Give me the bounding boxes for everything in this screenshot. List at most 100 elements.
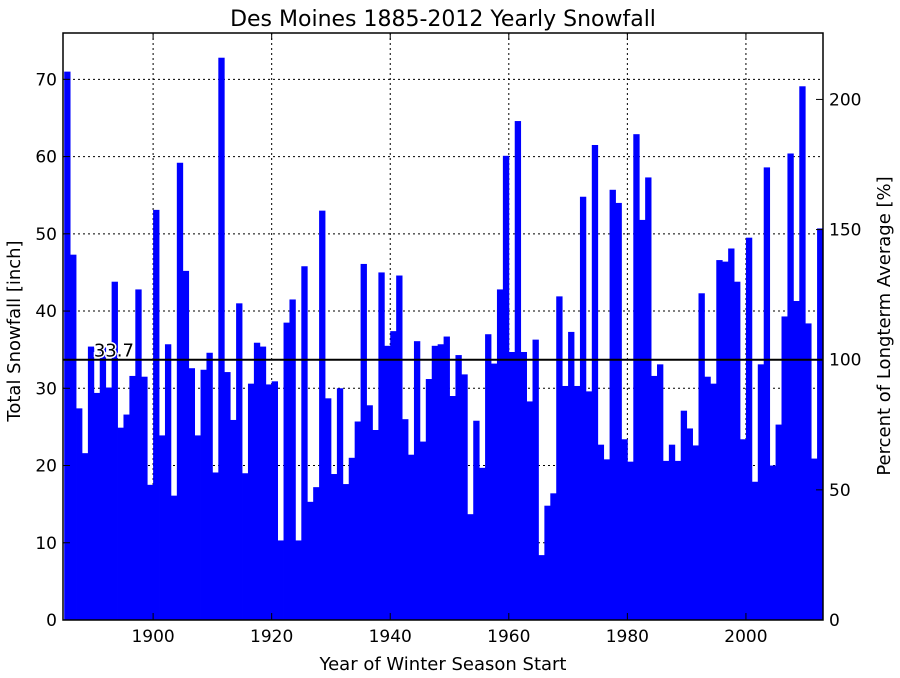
bar — [342, 484, 350, 620]
bar — [639, 219, 646, 621]
bar — [212, 472, 219, 620]
bar — [449, 396, 456, 620]
bar — [265, 384, 273, 620]
bar — [520, 351, 527, 620]
bar — [502, 155, 510, 620]
bar — [419, 441, 427, 620]
plot-frame — [62, 32, 824, 621]
bar — [289, 299, 296, 620]
bar — [147, 484, 154, 620]
bar — [218, 57, 225, 620]
bar — [253, 342, 261, 620]
bar — [87, 346, 95, 620]
bar — [384, 345, 391, 620]
y-tick-label-right: 100 — [829, 351, 861, 371]
bar — [194, 435, 201, 620]
bar — [574, 385, 581, 620]
bar — [200, 369, 207, 620]
bar — [668, 444, 676, 620]
bar — [603, 459, 610, 620]
bar — [633, 134, 640, 620]
bar — [485, 334, 492, 620]
bar — [817, 228, 824, 620]
bar — [728, 248, 735, 620]
bar — [396, 275, 403, 620]
bar — [129, 375, 136, 620]
bar — [307, 501, 314, 620]
y-tick-label: 0 — [46, 611, 57, 631]
bar — [164, 344, 172, 620]
bar — [170, 495, 178, 620]
y-tick-label: 30 — [35, 379, 57, 399]
bar — [325, 398, 332, 620]
bar — [443, 336, 450, 620]
bar — [366, 405, 373, 620]
bar — [473, 420, 480, 620]
x-tick-label: 1900 — [131, 627, 174, 647]
bar — [526, 401, 533, 620]
bar — [99, 347, 107, 620]
bar — [408, 454, 415, 620]
bar — [657, 364, 664, 620]
bar — [70, 254, 77, 620]
bar — [710, 383, 717, 620]
bar — [176, 162, 184, 621]
bar — [159, 435, 166, 620]
bar — [224, 372, 231, 620]
bar — [544, 505, 551, 620]
bar — [538, 555, 545, 620]
x-axis-title: Year of Winter Season Start — [319, 654, 567, 675]
bar — [591, 144, 599, 621]
bar — [372, 429, 379, 620]
bar — [354, 421, 361, 620]
bar — [793, 301, 800, 620]
x-tick-label: 1940 — [369, 627, 412, 647]
bar — [336, 388, 344, 620]
bar — [698, 293, 705, 620]
x-tick-label: 1920 — [250, 627, 293, 647]
bar — [615, 202, 622, 620]
bar — [390, 331, 397, 620]
bar — [491, 363, 498, 620]
bar — [455, 355, 462, 620]
bar — [277, 540, 284, 620]
bar — [556, 296, 563, 620]
bar — [425, 379, 433, 620]
bar — [769, 465, 776, 620]
bar — [301, 266, 308, 620]
bar — [651, 375, 658, 620]
bar — [550, 493, 557, 620]
bar — [716, 260, 723, 620]
bar — [775, 424, 782, 620]
bar — [295, 540, 302, 620]
y-tick-label-right: 150 — [829, 221, 861, 241]
bar — [348, 457, 356, 620]
bar — [757, 364, 765, 620]
bar — [319, 210, 326, 621]
bar — [763, 167, 771, 621]
bar — [378, 272, 385, 620]
bar — [242, 473, 249, 620]
bar — [182, 270, 190, 620]
bar — [479, 467, 486, 620]
bar — [645, 177, 652, 620]
x-tick-label: 1960 — [487, 627, 530, 647]
bar — [514, 121, 522, 621]
bar — [787, 153, 794, 620]
y-tick-label: 20 — [35, 457, 57, 477]
bar — [313, 487, 320, 620]
bar — [141, 376, 148, 620]
bar — [413, 341, 421, 620]
bar — [135, 289, 142, 620]
y-axis-title-right: Percent of Longterm Average [%] — [874, 176, 895, 475]
bar — [568, 331, 575, 620]
bar — [271, 381, 279, 620]
y-axis-title: Total Snowfall [inch] — [4, 240, 25, 422]
bar — [662, 460, 670, 620]
bar — [64, 71, 71, 621]
bar — [93, 392, 101, 620]
y-tick-label-right: 200 — [829, 90, 861, 110]
bar — [496, 289, 504, 620]
bar — [283, 322, 290, 620]
